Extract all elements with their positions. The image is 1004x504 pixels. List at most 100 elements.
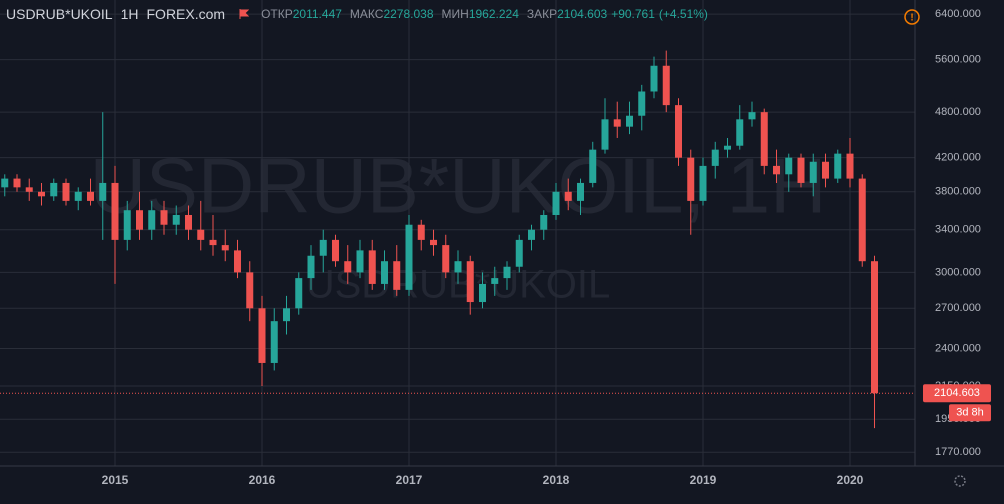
countdown-box <box>949 404 991 422</box>
candle-body <box>417 224 425 240</box>
low-label: МИН <box>441 7 469 21</box>
candle-body <box>307 255 315 279</box>
candle-body <box>454 261 462 273</box>
last-price-box <box>923 384 991 403</box>
flag-icon[interactable] <box>239 9 250 19</box>
x-tick-label: 2016 <box>249 473 276 487</box>
candle-body <box>515 239 523 267</box>
candle-body <box>50 182 58 197</box>
candle-body <box>552 191 560 215</box>
candle-body <box>234 250 241 273</box>
x-tick-label: 2018 <box>543 473 570 487</box>
alert-icon[interactable] <box>904 9 920 25</box>
close-value: 2104.603 <box>557 7 608 21</box>
candle-body <box>466 261 474 303</box>
candle-body <box>503 266 511 279</box>
candle-body <box>111 182 119 240</box>
x-tick-label: 2020 <box>837 473 864 487</box>
interval: 1H <box>120 6 139 22</box>
change: +90.761 <box>611 7 655 21</box>
candle-body <box>540 214 548 230</box>
candle-body <box>871 261 878 394</box>
candle-body <box>172 214 180 225</box>
axes: 1770.0001950.0002150.0002400.0002700.000… <box>0 8 991 487</box>
candle-body <box>797 157 805 183</box>
candle-body <box>528 229 535 240</box>
candle-body <box>773 165 780 175</box>
candle-body <box>564 191 572 201</box>
candle-body <box>809 161 817 183</box>
candle-body <box>650 65 658 92</box>
candle-body <box>381 261 388 284</box>
settings-icon[interactable] <box>954 475 966 487</box>
candle-body <box>430 239 437 246</box>
candle-body <box>577 182 584 201</box>
candle-body <box>185 214 192 230</box>
candle-body <box>699 165 707 201</box>
candle-body <box>442 245 450 273</box>
candle-body <box>295 278 303 309</box>
open-label: ОТКР <box>261 7 293 21</box>
candle-body <box>368 250 376 284</box>
candles <box>1 50 878 429</box>
candle-body <box>99 182 107 201</box>
candle-body <box>25 187 33 192</box>
y-tick-label: 3800.000 <box>935 186 981 198</box>
y-tick-label: 3400.000 <box>935 224 981 236</box>
symbol[interactable]: USDRUB*UKOIL <box>6 6 113 22</box>
candle-body <box>197 229 205 240</box>
candle-body <box>626 115 633 127</box>
high-label: МАКС <box>349 7 384 21</box>
alert-icon-mark: ! <box>910 13 913 24</box>
candle-body <box>822 161 829 179</box>
candle-body <box>1 178 9 188</box>
candle-body <box>687 157 695 201</box>
high-value: 2278.038 <box>383 7 434 21</box>
last-price-label: 2104.603 <box>934 387 980 399</box>
y-tick-label: 1770.000 <box>935 446 981 458</box>
candle-body <box>160 210 168 225</box>
candle-body <box>393 261 401 290</box>
x-tick-label: 2019 <box>690 473 717 487</box>
candle-body <box>74 191 82 201</box>
legend-header: USDRUB*UKOIL 1H FOREX.com ОТКР 2011.447 М… <box>6 6 716 22</box>
y-tick-label: 3000.000 <box>935 266 981 278</box>
candle-body <box>675 105 682 158</box>
candle-body <box>662 65 670 106</box>
candle-body <box>246 272 254 309</box>
candle-body <box>711 149 719 166</box>
candle-body <box>846 153 854 179</box>
candle-body <box>724 145 731 150</box>
candle-body <box>491 278 499 284</box>
open-value: 2011.447 <box>292 7 342 21</box>
candle-body <box>785 157 793 175</box>
countdown: 3d 8h <box>956 407 984 419</box>
y-tick-label: 4200.000 <box>935 152 981 164</box>
candle-body <box>356 250 364 273</box>
candle-body <box>283 308 290 322</box>
exchange: FOREX.com <box>146 6 226 22</box>
candle-body <box>479 283 486 303</box>
change-pct: (+4.51%) <box>658 7 708 21</box>
candle-body <box>638 91 646 116</box>
candle-body <box>123 210 131 240</box>
candle-body <box>344 261 352 273</box>
x-tick-label: 2015 <box>102 473 129 487</box>
candle-body <box>38 191 45 197</box>
candle-body <box>221 245 229 251</box>
candle-body <box>148 210 156 230</box>
candle-body <box>270 321 278 363</box>
close-label: ЗАКР <box>526 7 558 21</box>
candle-body <box>613 119 621 127</box>
candle-body <box>209 239 217 246</box>
candle-body <box>258 308 266 363</box>
y-tick-label: 2400.000 <box>935 342 981 354</box>
candle-body <box>405 224 413 290</box>
candle-body <box>136 210 143 230</box>
candle-body <box>601 119 609 150</box>
candle-body <box>319 239 327 256</box>
candle-body <box>858 178 866 262</box>
candle-body <box>332 239 339 262</box>
